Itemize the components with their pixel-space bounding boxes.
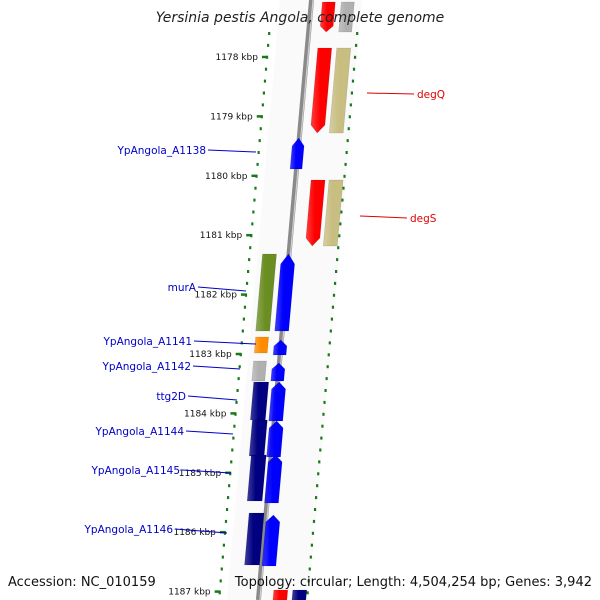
ruler-label: 1179 kbp	[210, 112, 253, 122]
ruler-label: 1185 kbp	[179, 469, 222, 479]
gene-label-degQ: degQ	[417, 89, 445, 101]
gene-bottom-red-block	[272, 589, 289, 600]
topology-text: Topology: circular; Length: 4,504,254 bp…	[234, 575, 592, 590]
gene-YpAngola_A1146-navy-block	[244, 512, 265, 566]
right-gene-labels: degQ degS	[359, 89, 445, 225]
gene-top-gray-block	[338, 1, 355, 33]
gene-label-leader-YpAngola_A1142	[192, 365, 241, 370]
gene-degQ-khaki-block	[328, 47, 352, 134]
gene-label-leader-YpAngola_A1138	[207, 149, 257, 153]
gene-label-YpAngola_A1138: YpAngola_A1138	[116, 145, 206, 157]
gene-label-ttg2D: ttg2D	[156, 391, 186, 403]
ruler-labels: 1178 kbp 1179 kbp 1180 kbp 1181 kbp 1182 kbp…	[168, 53, 268, 598]
gene-label-degS: degS	[410, 213, 437, 225]
gene-label-leader-YpAngola_A1144	[185, 430, 234, 435]
gene-label-YpAngola_A1142: YpAngola_A1142	[101, 361, 191, 373]
gene-murA-blue-arrow	[274, 253, 295, 332]
genome-title: Yersinia pestis Angola, complete genome	[155, 10, 445, 26]
gene-label-murA: murA	[168, 282, 197, 294]
ruler-label: 1180 kbp	[205, 172, 248, 182]
gene-label-YpAngola_A1144: YpAngola_A1144	[94, 426, 184, 438]
gene-ttg2D-blue-arrow	[268, 381, 286, 422]
gene-YpAngola_A1144-blue-arrow	[266, 420, 284, 458]
gene-YpAngola_A1145-blue-arrow	[264, 454, 283, 504]
ruler-label: 1183 kbp	[189, 350, 232, 360]
gene-label-leader-YpAngola_A1141	[193, 340, 257, 345]
gene-YpAngola_A1142-blue-arrow	[270, 362, 286, 382]
gene-label-YpAngola_A1141: YpAngola_A1141	[102, 336, 192, 348]
gene-label-leader-murA	[197, 286, 247, 292]
gene-label-leader-degQ	[366, 92, 415, 95]
gene-label-leader-YpAngola_A1146	[174, 528, 228, 534]
gene-YpAngola_A1142-gray-block	[251, 360, 267, 382]
gene-label-leader-degS	[359, 215, 408, 219]
gene-YpAngola_A1141-blue-arrow	[272, 339, 288, 356]
ruler-label: 1178 kbp	[216, 53, 259, 63]
gene-ttg2D-navy-block	[250, 381, 270, 421]
gene-label-leader-ttg2D	[187, 395, 238, 401]
ruler-right-dots	[306, 32, 359, 595]
ruler-label: 1187 kbp	[168, 588, 211, 598]
gene-degS-khaki-block	[322, 179, 344, 247]
gene-degS-red-arrow	[305, 179, 326, 247]
ruler-label: 1182 kbp	[195, 291, 238, 301]
gene-degQ-red-arrow	[310, 47, 333, 134]
gene-bottom-navy-block	[291, 589, 308, 600]
gene-label-leader-YpAngola_A1145	[181, 469, 232, 474]
gene-label-YpAngola_A1145: YpAngola_A1145	[90, 465, 180, 477]
gene-YpAngola_A1144-navy-block	[248, 419, 268, 457]
ruler-label: 1186 kbp	[173, 528, 216, 538]
gene-top-red-arrow	[319, 1, 336, 33]
gene-YpAngola_A1146-blue-arrow	[261, 514, 281, 567]
accession-text: Accession: NC_010159	[8, 575, 156, 590]
gene-murA-olive-block	[255, 253, 277, 332]
gene-label-YpAngola_A1146: YpAngola_A1146	[83, 524, 173, 536]
gene-YpAngola_A1138-arrow	[289, 137, 305, 170]
gene-YpAngola_A1145-navy-block	[246, 454, 267, 502]
left-gene-labels: YpAngola_A1138 murA YpAngola_A1141 YpAngola…	[83, 145, 257, 536]
gene-YpAngola_A1141-orange-block	[253, 336, 270, 354]
ruler-label: 1181 kbp	[200, 231, 243, 241]
ruler-label: 1184 kbp	[184, 409, 227, 419]
